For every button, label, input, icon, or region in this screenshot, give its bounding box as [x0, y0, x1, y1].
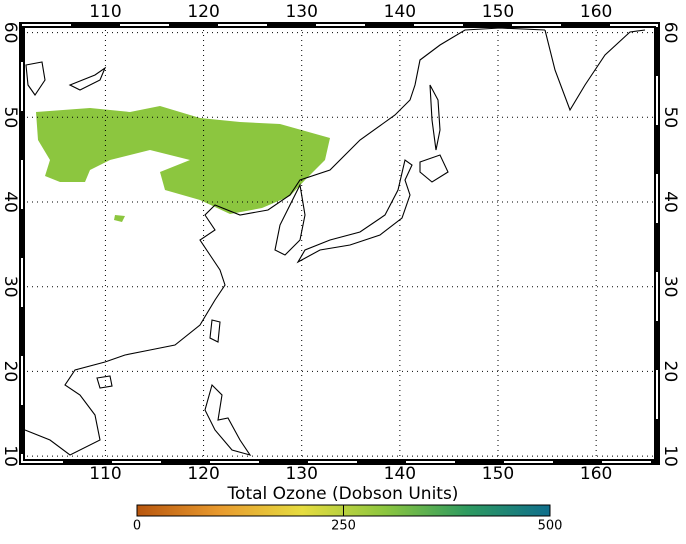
colorbar-tick-label: 0 — [133, 519, 141, 534]
y-tick-label: 30 — [660, 276, 680, 298]
axis-labels: 110 110 120 120 130 130 140 140 150 150 160 160 10 10… — [0, 2, 680, 484]
x-tick-label: 110 — [89, 464, 121, 484]
x-tick-label: 140 — [384, 2, 416, 22]
x-tick-label: 160 — [580, 464, 612, 484]
y-tick-label: 10 — [0, 445, 20, 467]
colorbar-label: Total Ozone (Dobson Units) — [227, 484, 459, 504]
x-tick-label: 140 — [384, 464, 416, 484]
y-tick-label: 30 — [0, 276, 20, 298]
y-tick-label: 20 — [0, 361, 20, 383]
y-tick-label: 10 — [660, 445, 680, 467]
colorbar-tick-label: 250 — [331, 519, 356, 534]
graticule — [22, 25, 657, 462]
y-tick-label: 50 — [660, 106, 680, 128]
colorbar-ticks: 0 250 500 — [133, 505, 563, 534]
ozone-field — [36, 106, 330, 222]
x-tick-label: 150 — [482, 2, 514, 22]
x-tick-label: 120 — [187, 2, 219, 22]
y-tick-label: 40 — [0, 191, 20, 213]
map-frame — [19, 22, 660, 465]
coastlines — [24, 27, 646, 456]
x-tick-label: 120 — [187, 464, 219, 484]
y-tick-label: 50 — [0, 106, 20, 128]
x-tick-label: 160 — [580, 2, 612, 22]
x-tick-label: 150 — [482, 464, 514, 484]
colorbar-tick-label: 500 — [538, 519, 563, 534]
x-tick-label: 130 — [285, 464, 317, 484]
x-tick-label: 110 — [89, 2, 121, 22]
y-tick-label: 40 — [660, 191, 680, 213]
x-tick-label: 130 — [285, 2, 317, 22]
y-tick-label: 20 — [660, 361, 680, 383]
y-tick-label: 60 — [660, 22, 680, 44]
y-tick-label: 60 — [0, 22, 20, 44]
